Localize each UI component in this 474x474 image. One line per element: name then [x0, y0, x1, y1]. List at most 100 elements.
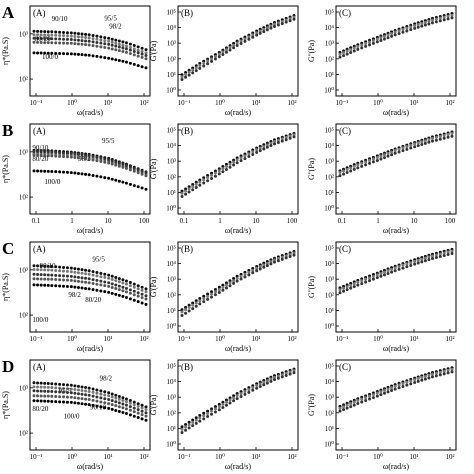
row-c-panel-a-series-90-10-point: [128, 284, 132, 288]
row-a-panel-a-xtick-label: 10¹: [103, 99, 112, 107]
row-a-panel-a-series-98-2-point: [84, 36, 88, 40]
row-a-panel-c-series-3-point: [413, 26, 417, 30]
row-a-panel-a-series-80-20-point: [132, 53, 136, 57]
row-a-panel-b-ytick-label: 10⁴: [167, 24, 177, 32]
row-c-panel-a-xtick-label: 10⁻¹: [30, 335, 43, 343]
row-c-panel-a-series-100-0-point: [58, 284, 62, 288]
row-c-panel-a-series-98-2-point: [65, 274, 69, 278]
row-a-panel-a-series-100-0-point: [91, 54, 95, 58]
row-a-panel-c-series-3-point: [364, 44, 368, 48]
row-b-panel-a-series-80-20-point: [107, 161, 111, 165]
row-c-panel-a-series-100-0-point: [43, 283, 47, 287]
row-b-panel-b-series-3-point: [184, 192, 188, 196]
row-d-panel-b-series-2-point: [232, 396, 236, 400]
row-d-panel-b-series-1-point: [194, 416, 198, 420]
row-c-panel-a-series-90-10-point: [87, 272, 91, 276]
row-c-panel-c-series-3-point: [438, 255, 442, 259]
row-d-panel-a-series-98-2-point: [69, 383, 73, 387]
row-b-panel-c-series-2-point: [382, 153, 386, 157]
row-b-panel-b-series-1-point: [184, 187, 188, 191]
row-a-panel-a-series-98-2-point: [144, 51, 148, 55]
row-a-panel-a-series-95-5-point: [132, 44, 136, 47]
row-c-panel-a-series-95-5-point: [95, 270, 99, 274]
row-d-panel-c-ytick-label: 10⁴: [325, 378, 335, 386]
row-b-panel-c-series-2-point: [368, 158, 372, 162]
row-b-panel-b-series-2-point: [210, 173, 214, 177]
row-b-panel-a-series-100-0-point: [107, 176, 111, 180]
row-c-panel-b-series-1-point: [191, 301, 195, 305]
row-c-panel-a-series-95-5-point: [132, 282, 136, 286]
row-b-panel-a-frame: [29, 123, 151, 215]
row-c-panel-a-series-100-0-point: [62, 284, 66, 288]
row-d-panel-c-ytick-label: 10²: [325, 409, 334, 417]
row-c-panel-a-series-80-20-point: [114, 287, 118, 291]
row-a-panel-a-series-100-0-point: [117, 59, 121, 63]
row-b-panel-a-xlabel: ω(rad/s): [77, 226, 103, 235]
row-d-panel-a-series-80-20-point: [39, 394, 43, 398]
row-d-panel-c-xtick-label: 10⁰: [373, 453, 383, 461]
row-c-panel-a-series-95-5-point: [80, 268, 84, 272]
row-d-panel-a-series-95-5-point: [95, 391, 99, 395]
row-b-panel-b-series-2-point: [191, 185, 195, 189]
row-c-panel-b-series-3-point: [258, 267, 262, 271]
row-d-panel-a-series-95-5-point: [50, 386, 54, 389]
row-b-panel-b-series-2-point: [258, 146, 262, 150]
row-a-panel-c-series-2-point: [352, 46, 356, 50]
row-c-panel-a-series-80-20-point: [121, 289, 125, 293]
row-c-panel-a-series-90-10-point: [80, 271, 84, 275]
row-d-panel-b-series-2-point: [288, 370, 292, 374]
row-d-panel-c-series-2-point: [338, 406, 342, 410]
row-b-panel-c-xlabel: ω(rad/s): [383, 226, 409, 235]
row-d-panel-c-series-2-point: [371, 393, 375, 397]
row-a-panel-a-series-90-10-point: [121, 46, 125, 50]
row-a-panel-c-xtick-label: 10⁰: [373, 99, 383, 107]
row-d-panel-a-series-100-0-point: [103, 406, 107, 410]
row-c-panel-a-series-label-100-0: 100/0: [32, 316, 48, 324]
row-d-panel-a-series-100-0-point: [132, 414, 136, 418]
row-a-panel-a-series-90-10-point: [36, 36, 40, 40]
row-b-panel-a-series-80-20-point: [99, 160, 103, 163]
row-c-panel-b-series-2-point: [288, 252, 292, 256]
row-c-panel-c-series-3-point: [405, 265, 409, 269]
row-a-panel-b-series-2-point: [258, 29, 262, 33]
row-b-panel-c-series-2-point: [416, 141, 420, 145]
row-b-panel-a-series-100-0-point: [117, 179, 121, 183]
row-d-panel-a-series-label-95-5: 95/5: [59, 387, 72, 395]
row-c-panel-a-series-label-98-2: 98/2: [68, 291, 81, 299]
row-a-panel-a-series-95-5-point: [73, 31, 77, 35]
row-a-panel-b-xtick-label: 10⁻¹: [178, 99, 191, 107]
row-c-panel-a-series-95-5-point: [91, 270, 95, 274]
row-a-panel-a-series-100-0-point: [99, 55, 103, 59]
row-a-panel-c-series-2-point: [368, 40, 372, 44]
row-c-panel-c-series-2-point: [356, 280, 360, 284]
row-d-panel-a-series-95-5-point: [121, 399, 125, 403]
row-d-panel-a-series-100-0-point: [124, 411, 128, 415]
row-c-panel-a-series-90-10-point: [124, 282, 128, 286]
row-d-panel-c-series-3-point: [364, 399, 368, 403]
row-b-panel-c-series-2-point: [352, 164, 356, 168]
row-a-panel-a-series-90-10-point: [95, 41, 99, 45]
row-a-panel-a-series-100-0-point: [103, 56, 107, 60]
row-d-panel-b-series-2-point: [239, 392, 243, 396]
row-b-panel-c-series-2-point: [405, 145, 409, 149]
row-a-panel-a-series-98-2-point: [124, 44, 128, 48]
row-c-panel-a-series-95-5-point: [62, 265, 66, 269]
row-d-panel-b-series-3-point: [288, 372, 292, 376]
row-d-panel-a-series-98-2-point: [36, 381, 40, 385]
row-d-panel-c-series-3-point: [446, 371, 450, 375]
row-d-panel-a-series-80-20-point: [136, 411, 140, 415]
row-b-panel-a-series-80-20-point: [132, 169, 136, 173]
row-c-panel-b-series-2-point: [198, 299, 202, 303]
row-a-panel-a-series-80-20-point: [46, 41, 50, 45]
row-b-panel-c-series-2-point: [438, 134, 442, 138]
row-b-panel-a-series-80-20-point: [140, 172, 144, 176]
row-d-panel-a-series-80-20-point: [128, 408, 132, 412]
row-d-panel-a-series-98-2-point: [103, 390, 107, 394]
row-a-panel-b-series-3-point: [235, 44, 239, 48]
row-a-panel-a-series-95-5-point: [117, 39, 121, 43]
row-b-panel-c-series-3-point: [379, 157, 383, 161]
row-c-panel-b-series-1-point: [206, 292, 210, 296]
row-b-panel-c-series-3-point: [375, 158, 379, 162]
row-b-panel-b-series-2-point: [180, 191, 184, 195]
row-d-panel-b-series-1-point: [180, 425, 184, 429]
